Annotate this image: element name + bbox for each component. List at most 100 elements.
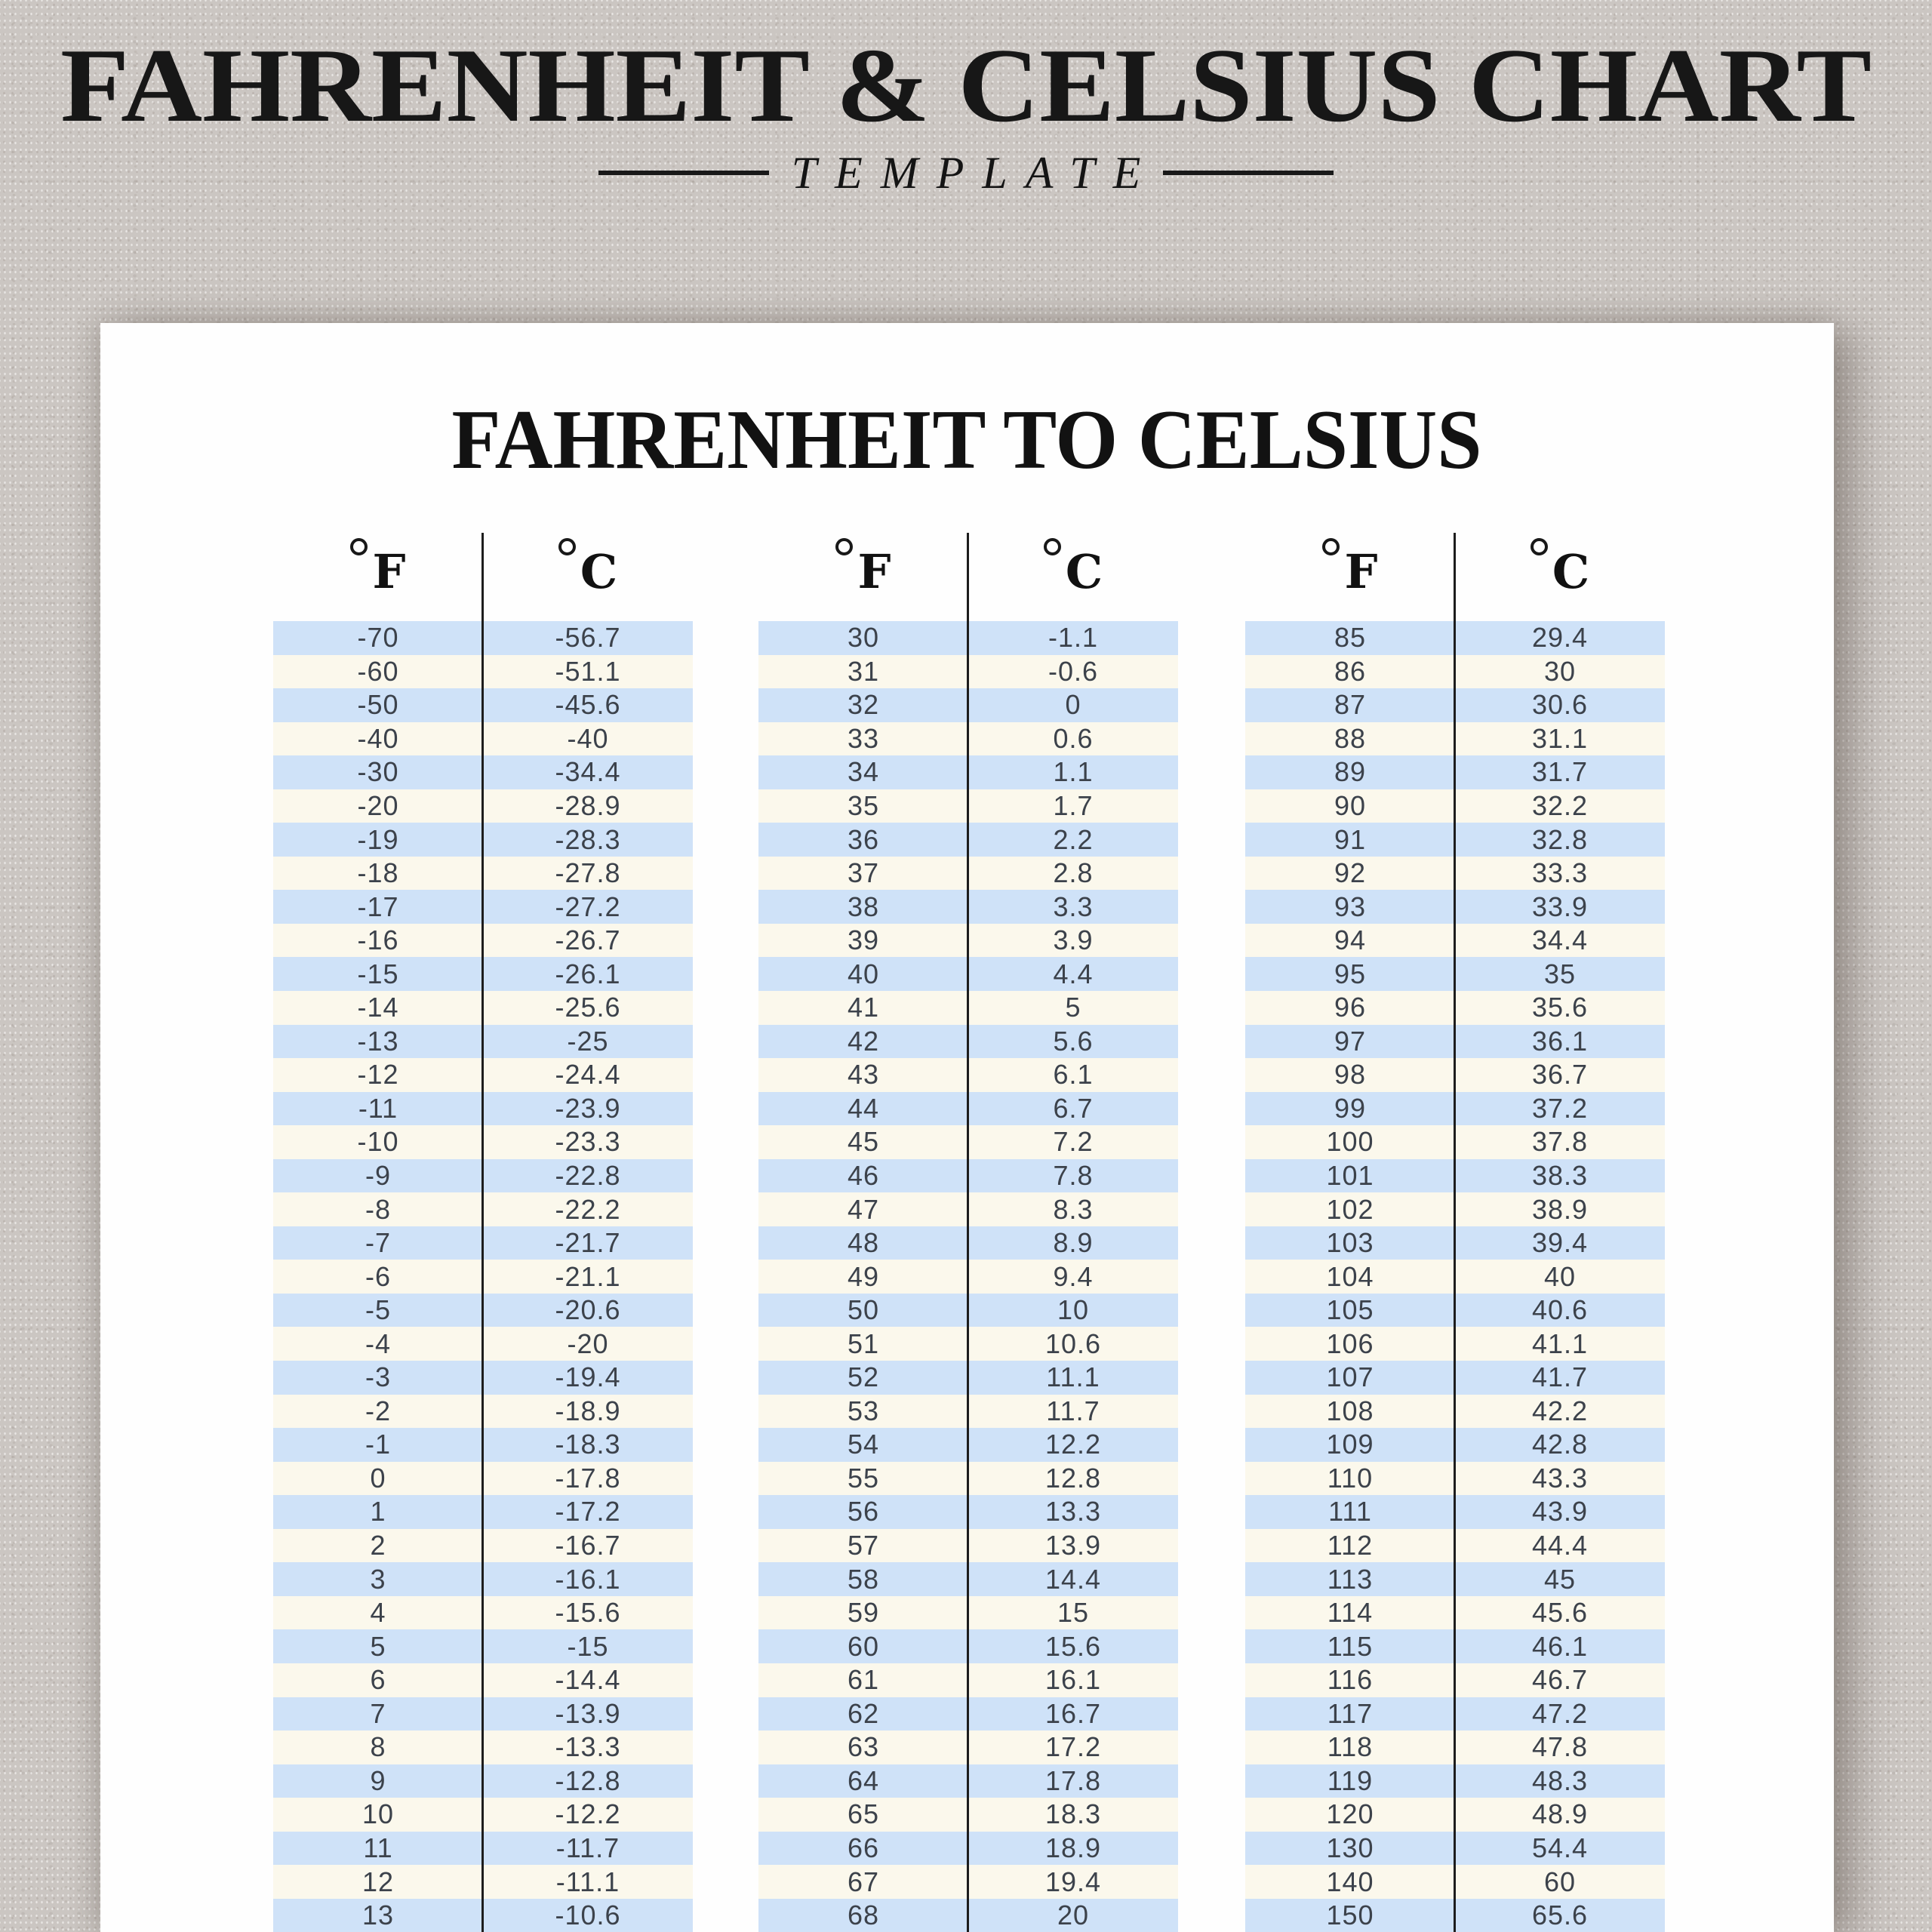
- celsius-value: -20.6: [555, 1294, 621, 1326]
- fahrenheit-value: 140: [1326, 1866, 1374, 1897]
- degree-icon: [835, 538, 854, 555]
- fahrenheit-value: 37: [847, 857, 880, 889]
- degree-icon: [1043, 538, 1061, 555]
- fahrenheit-value: -14: [357, 992, 399, 1023]
- celsius-value: 5: [1065, 992, 1081, 1023]
- fahrenheit-value: 85: [1334, 622, 1367, 654]
- celsius-value: 32.8: [1531, 823, 1589, 855]
- main-title: FAHRENHEIT & CELSIUS CHART: [60, 36, 1872, 144]
- fahrenheit-value: 95: [1334, 958, 1367, 989]
- celsius-value: 0.6: [1053, 722, 1094, 754]
- celsius-value: -56.7: [555, 622, 621, 654]
- celsius-value: -13.3: [555, 1731, 621, 1763]
- celsius-value: 36.7: [1531, 1059, 1589, 1091]
- fahrenheit-value: 30: [847, 622, 880, 654]
- celsius-value: -27.2: [555, 891, 621, 922]
- celsius-value: 33.3: [1531, 857, 1589, 889]
- celsius-value: -27.8: [555, 857, 621, 889]
- fahrenheit-value: 92: [1334, 857, 1367, 889]
- celsius-value: 40: [1543, 1260, 1577, 1292]
- celsius-value: -23.9: [555, 1092, 621, 1124]
- table-group-2: F C 30 -1.1 31 -0.6 32 0 33 0.6 34 1.1 35 1.7 36 2.2 3…: [758, 528, 1178, 1932]
- fahrenheit-value: -60: [357, 655, 399, 687]
- celsius-label: C: [580, 544, 618, 599]
- fahrenheit-value: 115: [1327, 1630, 1374, 1662]
- celsius-value: 1.1: [1053, 756, 1094, 788]
- fahrenheit-value: 120: [1326, 1798, 1374, 1830]
- celsius-value: 3.3: [1053, 891, 1094, 922]
- fahrenheit-value: 40: [847, 958, 880, 989]
- fahrenheit-value: 62: [847, 1697, 880, 1729]
- fahrenheit-value: 34: [847, 756, 880, 788]
- celsius-value: 18.9: [1044, 1832, 1102, 1863]
- column-headers: F C: [758, 528, 1178, 621]
- celsius-value: 31.1: [1531, 722, 1589, 754]
- celsius-value: 4.4: [1053, 958, 1094, 989]
- celsius-value: -12.8: [555, 1764, 621, 1796]
- subtitle-rule-right: [1163, 171, 1334, 175]
- fahrenheit-value: 45: [847, 1126, 880, 1158]
- fahrenheit-value: 11: [363, 1832, 393, 1863]
- celsius-value: 37.8: [1531, 1126, 1589, 1158]
- fahrenheit-value: -3: [365, 1361, 391, 1393]
- fahrenheit-value: 0: [370, 1462, 386, 1494]
- celsius-value: 40.6: [1531, 1294, 1589, 1326]
- column-headers: F C: [273, 528, 693, 621]
- fahrenheit-value: 3: [370, 1563, 386, 1595]
- fahrenheit-value: 96: [1334, 992, 1367, 1023]
- fahrenheit-value: 118: [1327, 1731, 1374, 1763]
- fahrenheit-value: -5: [365, 1294, 391, 1326]
- fahrenheit-value: 9: [370, 1764, 386, 1796]
- fahrenheit-value: 53: [847, 1395, 880, 1426]
- celsius-value: -40: [567, 722, 609, 754]
- celsius-label: C: [1552, 544, 1590, 599]
- celsius-value: -20: [567, 1327, 609, 1359]
- fahrenheit-value: 100: [1326, 1126, 1374, 1158]
- celsius-value: 2.2: [1053, 823, 1094, 855]
- celsius-value: -21.7: [555, 1227, 621, 1259]
- fahrenheit-value: 105: [1326, 1294, 1374, 1326]
- celsius-value: -28.9: [555, 790, 621, 821]
- fahrenheit-value: 87: [1334, 689, 1367, 721]
- celsius-value: 48.3: [1531, 1764, 1589, 1796]
- fahrenheit-value: -2: [365, 1395, 391, 1426]
- fahrenheit-value: 12: [361, 1866, 395, 1897]
- fahrenheit-value: 5: [370, 1630, 386, 1662]
- celsius-value: 41.1: [1531, 1327, 1589, 1359]
- celsius-value: -21.1: [555, 1260, 621, 1292]
- celsius-value: 12.8: [1044, 1462, 1102, 1494]
- fahrenheit-value: 43: [847, 1059, 880, 1091]
- celsius-value: 47.8: [1531, 1731, 1589, 1763]
- celsius-value: -16.7: [555, 1530, 621, 1561]
- fahrenheit-label: F: [857, 544, 891, 599]
- celsius-value: 41.7: [1531, 1361, 1589, 1393]
- celsius-value: -15.6: [555, 1597, 621, 1629]
- fahrenheit-value: -70: [357, 622, 399, 654]
- fahrenheit-value: 101: [1326, 1160, 1374, 1192]
- fahrenheit-value: 61: [847, 1664, 880, 1696]
- table-group-1: F C -70 -56.7 -60 -51.1 -50 -45.6 -40 -40 -30 -34…: [273, 528, 693, 1932]
- celsius-value: 60: [1543, 1866, 1577, 1897]
- fahrenheit-value: -17: [357, 891, 399, 922]
- celsius-value: 13.9: [1044, 1530, 1102, 1561]
- celsius-value: 42.2: [1531, 1395, 1589, 1426]
- fahrenheit-value: -13: [357, 1025, 399, 1057]
- fahrenheit-value: 108: [1326, 1395, 1374, 1426]
- celsius-value: 42.8: [1531, 1429, 1589, 1460]
- celsius-value: -17.2: [555, 1496, 621, 1527]
- celsius-value: 14.4: [1044, 1563, 1102, 1595]
- fahrenheit-value: -16: [357, 924, 399, 956]
- celsius-value: 1.7: [1053, 790, 1094, 821]
- celsius-value: -12.2: [555, 1798, 621, 1830]
- celsius-value: -45.6: [555, 689, 621, 721]
- celsius-value: -13.9: [555, 1697, 621, 1729]
- fahrenheit-value: 90: [1334, 790, 1367, 821]
- fahrenheit-value: 49: [847, 1260, 880, 1292]
- fahrenheit-value: 44: [847, 1092, 880, 1124]
- celsius-value: 54.4: [1531, 1832, 1589, 1863]
- celsius-value: -25: [567, 1025, 609, 1057]
- celsius-value: 38.3: [1531, 1160, 1589, 1192]
- fahrenheit-value: -7: [365, 1227, 391, 1259]
- subtitle-text: TEMPLATE: [791, 147, 1159, 198]
- celsius-value: 45.6: [1531, 1597, 1589, 1629]
